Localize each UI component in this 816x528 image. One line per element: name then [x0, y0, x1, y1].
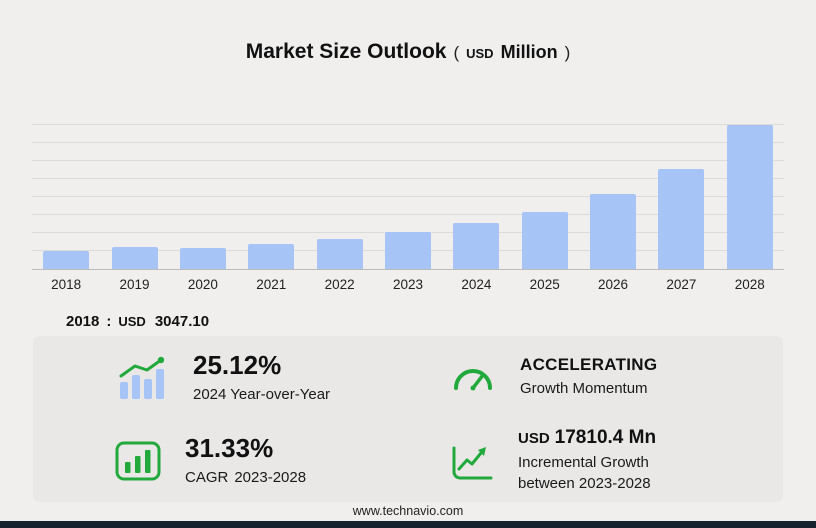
gridline	[32, 142, 784, 143]
title-text: Market Size Outlook	[245, 40, 447, 63]
bar-2018	[43, 250, 90, 269]
bar-2019	[111, 247, 158, 269]
plot-area	[32, 124, 784, 270]
x-label-2028: 2028	[734, 277, 765, 292]
gridline	[32, 178, 784, 179]
bottom-brand-bar	[0, 521, 816, 528]
gridline	[32, 214, 784, 215]
bar-slot	[305, 125, 373, 269]
yoy-bar-chart-growth-icon	[115, 355, 169, 401]
stat-yoy-text: 25.12% 2024 Year-over-Year	[193, 350, 330, 405]
momentum-label: Growth Momentum	[520, 380, 648, 398]
cagr-value: 31.33%	[185, 432, 274, 463]
stat-cagr-text: 31.33% CAGR 2023-2028	[185, 433, 306, 488]
x-label-2024: 2024	[461, 277, 492, 292]
speedometer-icon	[450, 360, 496, 396]
momentum-value: ACCELERATING	[520, 355, 658, 375]
x-label-2027: 2027	[666, 277, 697, 292]
bar-slot	[647, 125, 715, 269]
baseline-year: 2018	[66, 313, 100, 330]
stat-yoy: 25.12% 2024 Year-over-Year	[33, 336, 408, 419]
bar-2020	[179, 248, 226, 269]
page-title: Market Size Outlook ( USD Million )	[0, 40, 816, 64]
x-label-2018: 2018	[51, 277, 82, 292]
unit-scale: Million	[500, 42, 558, 62]
gridline	[32, 160, 784, 161]
bar-slot	[237, 125, 305, 269]
bar-slot	[169, 125, 237, 269]
cagr-chart-icon	[115, 441, 161, 481]
stat-momentum-text: ACCELERATING Growth Momentum	[520, 355, 657, 399]
stats-panel: 25.12% 2024 Year-over-Year ACCELERATING …	[33, 336, 783, 502]
bars-row	[32, 125, 784, 269]
bar-2022	[316, 239, 363, 269]
x-label-2023: 2023	[392, 277, 423, 292]
bar-slot	[374, 125, 442, 269]
baseline-separator: :	[106, 313, 112, 330]
bar-2023	[384, 232, 431, 269]
baseline-value: 3047.10	[154, 313, 210, 330]
stat-cagr: 31.33% CAGR 2023-2028	[33, 419, 408, 502]
yoy-value: 25.12%	[193, 349, 282, 380]
incremental-currency: USD	[518, 430, 550, 448]
cagr-label: CAGR 2023-2028	[185, 468, 306, 488]
bar-2021	[248, 244, 295, 269]
incremental-amount: 17810.4 Mn	[554, 427, 657, 449]
incremental-label-line1: Incremental Growth	[518, 454, 649, 472]
bar-slot	[32, 125, 100, 269]
bar-2027	[658, 168, 705, 269]
x-axis-labels: 2018 2019 2020 2021 2022 2023 2024 2025 2026 2027…	[32, 277, 784, 292]
stat-incremental-text: USD 17810.4 Mn Incremental Growth between…	[518, 427, 656, 494]
bar-slot	[716, 125, 784, 269]
stat-incremental: USD 17810.4 Mn Incremental Growth between…	[408, 419, 783, 502]
bar-2026	[590, 194, 637, 269]
website-url: www.technavio.com	[352, 504, 464, 518]
gridline	[32, 196, 784, 197]
bar-slot	[579, 125, 647, 269]
cagr-label-prefix: CAGR	[185, 468, 229, 486]
baseline-note: 2018 : USD 3047.10	[66, 313, 209, 330]
x-label-2019: 2019	[119, 277, 150, 292]
x-label-2022: 2022	[324, 277, 355, 292]
incremental-growth-icon	[450, 441, 494, 481]
bar-2025	[521, 211, 568, 269]
unit-close-paren: )	[564, 43, 571, 62]
gridline	[32, 124, 784, 125]
cagr-label-range: 2023-2028	[234, 468, 307, 486]
bar-slot	[511, 125, 579, 269]
x-label-2025: 2025	[529, 277, 560, 292]
unit-open-paren: (	[453, 43, 460, 62]
x-label-2021: 2021	[256, 277, 287, 292]
x-label-2020: 2020	[187, 277, 218, 292]
x-label-2026: 2026	[598, 277, 629, 292]
incremental-label-line2: between 2023-2028	[518, 474, 651, 492]
yoy-label: 2024 Year-over-Year	[193, 385, 331, 403]
incremental-value: USD 17810.4 Mn	[518, 427, 656, 449]
bar-2024	[453, 222, 500, 269]
baseline-currency: USD	[118, 314, 146, 329]
unit-currency: USD	[466, 46, 494, 61]
bar-slot	[100, 125, 168, 269]
incremental-label: Incremental Growth between 2023-2028	[518, 453, 656, 494]
bar-2028	[726, 125, 773, 269]
bar-slot	[442, 125, 510, 269]
stat-momentum: ACCELERATING Growth Momentum	[408, 336, 783, 419]
